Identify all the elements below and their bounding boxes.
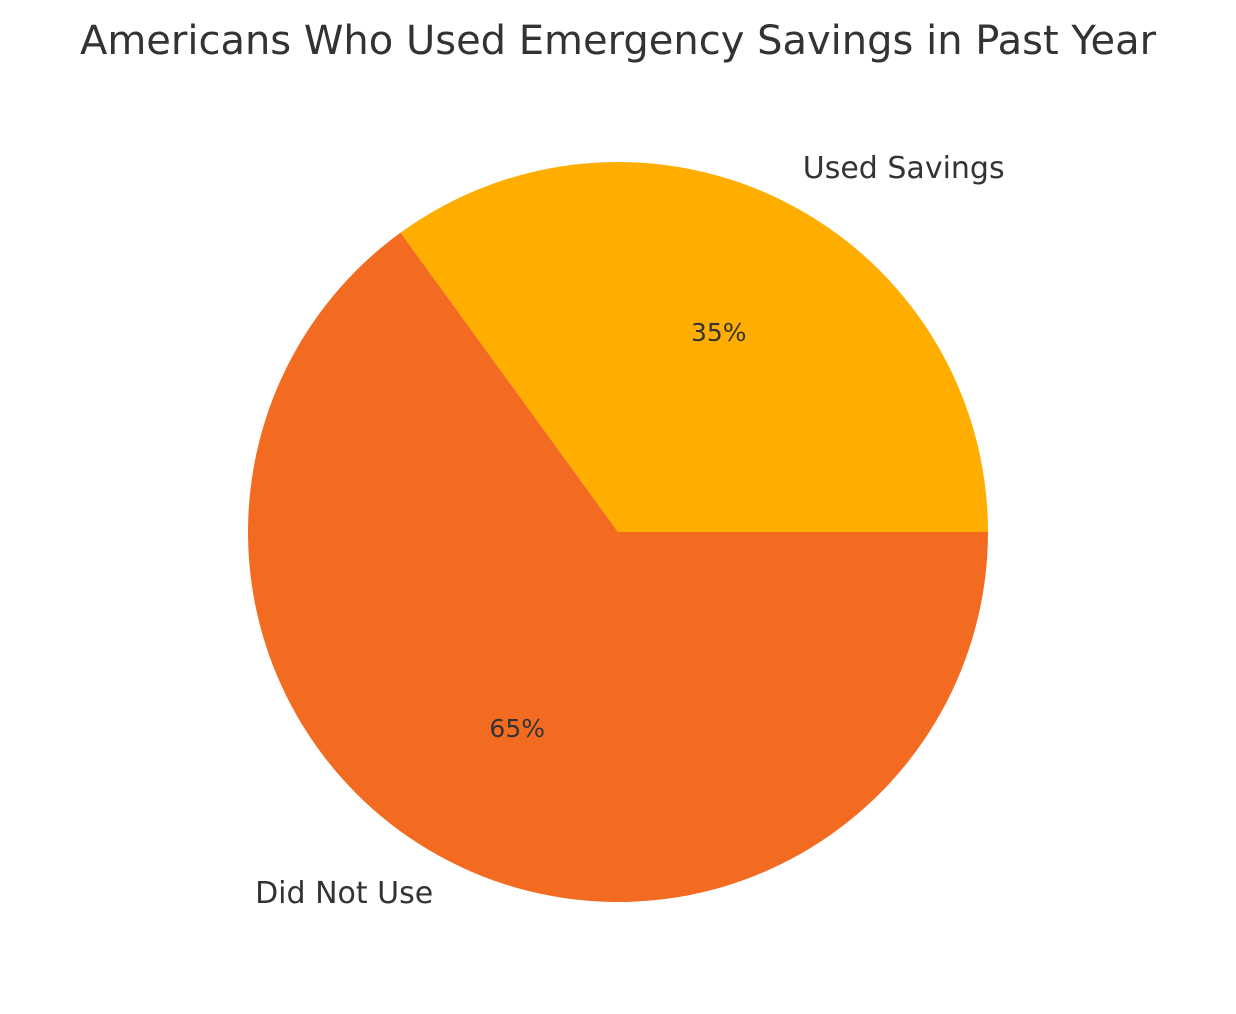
pie-slice-did-not-use <box>248 232 989 902</box>
slice-label: Used Savings <box>803 151 1005 186</box>
pie-slice-used-savings <box>400 162 988 532</box>
chart-title: Americans Who Used Emergency Savings in … <box>80 18 1157 64</box>
slice-percent-label: 35% <box>691 318 747 347</box>
pie-slices <box>248 162 989 902</box>
pie-labels: Used Savings 35% Did Not Use 65% <box>255 151 1005 911</box>
slice-label: Did Not Use <box>255 876 433 911</box>
slice-percent-label: 65% <box>489 714 545 743</box>
